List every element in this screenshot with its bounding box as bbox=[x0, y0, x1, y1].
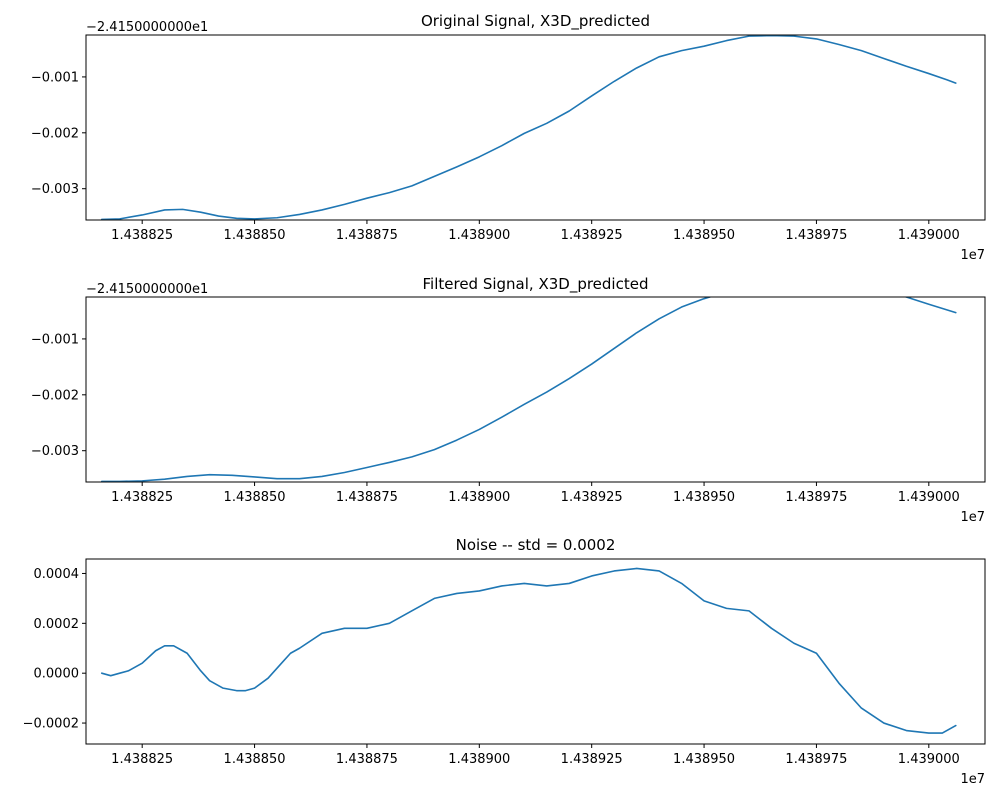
x-tick-label: 1.438925 bbox=[561, 752, 623, 767]
x-tick-label: 1.438825 bbox=[111, 228, 173, 243]
y-tick-label: −0.001 bbox=[31, 70, 79, 85]
y-tick-label: 0.0002 bbox=[34, 617, 80, 632]
x-tick-label: 1.438925 bbox=[561, 228, 623, 243]
chart-title: Noise -- std = 0.0002 bbox=[456, 536, 616, 554]
y-tick-label: −0.002 bbox=[31, 388, 79, 403]
x-tick-label: 1.438875 bbox=[336, 752, 398, 767]
y-tick-label: −0.003 bbox=[31, 444, 79, 459]
x-offset-label: 1e7 bbox=[960, 772, 985, 787]
y-offset-label: −2.4150000000e1 bbox=[86, 20, 208, 35]
x-tick-label: 1.438900 bbox=[448, 490, 510, 505]
x-tick-label: 1.438975 bbox=[785, 490, 847, 505]
x-tick-label: 1.438900 bbox=[448, 228, 510, 243]
y-tick-label: 0.0000 bbox=[34, 667, 80, 682]
subplot-filtered-signal: Filtered Signal, X3D_predicted −2.415000… bbox=[31, 275, 986, 525]
axes-frame bbox=[85, 34, 986, 221]
x-tick-label: 1.438950 bbox=[673, 752, 735, 767]
x-tick-label: 1.438950 bbox=[673, 228, 735, 243]
y-tick-label: −0.002 bbox=[31, 126, 79, 141]
series-line bbox=[100, 297, 957, 482]
x-tick-label: 1.439000 bbox=[898, 752, 960, 767]
chart-title: Filtered Signal, X3D_predicted bbox=[423, 275, 649, 294]
x-tick-label: 1.438975 bbox=[785, 752, 847, 767]
y-tick-label: −0.0002 bbox=[23, 717, 79, 732]
x-tick-label: 1.438875 bbox=[336, 228, 398, 243]
y-tick-label: 0.0004 bbox=[34, 567, 80, 582]
y-tick-label: −0.001 bbox=[31, 332, 79, 347]
chart-title: Original Signal, X3D_predicted bbox=[421, 12, 650, 31]
x-offset-label: 1e7 bbox=[960, 248, 985, 263]
y-offset-label: −2.4150000000e1 bbox=[86, 282, 208, 297]
y-tick-label: −0.003 bbox=[31, 182, 79, 197]
x-tick-label: 1.439000 bbox=[898, 490, 960, 505]
x-tick-label: 1.439000 bbox=[898, 228, 960, 243]
x-tick-label: 1.438850 bbox=[224, 490, 286, 505]
x-tick-label: 1.438850 bbox=[224, 228, 286, 243]
x-tick-label: 1.438900 bbox=[448, 752, 510, 767]
x-tick-label: 1.438850 bbox=[224, 752, 286, 767]
x-tick-label: 1.438875 bbox=[336, 490, 398, 505]
x-tick-label: 1.438925 bbox=[561, 490, 623, 505]
x-offset-label: 1e7 bbox=[960, 510, 985, 525]
x-tick-label: 1.438825 bbox=[111, 490, 173, 505]
subplot-noise: Noise -- std = 0.0002 1e7 1.438825 1.4388… bbox=[23, 536, 986, 787]
x-tick-label: 1.438950 bbox=[673, 490, 735, 505]
subplot-original-signal: Original Signal, X3D_predicted −2.415000… bbox=[31, 12, 986, 263]
series-line bbox=[100, 567, 957, 734]
series-line bbox=[100, 35, 957, 220]
axes-frame bbox=[85, 296, 986, 483]
axes-frame bbox=[85, 558, 986, 745]
x-tick-label: 1.438975 bbox=[785, 228, 847, 243]
x-tick-label: 1.438825 bbox=[111, 752, 173, 767]
